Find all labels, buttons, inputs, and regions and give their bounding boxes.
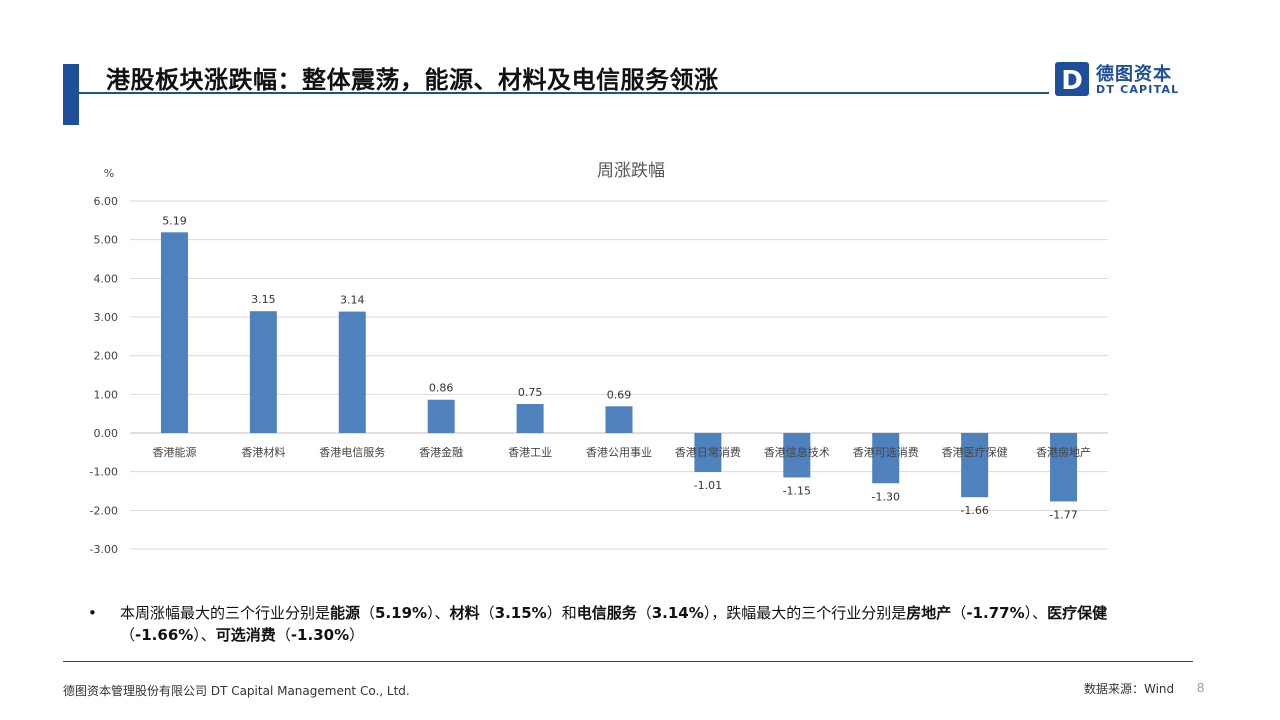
y-tick-label: 3.00 [94, 311, 119, 324]
footer-company: 德图资本管理股份有限公司 DT Capital Management Co., … [63, 684, 410, 698]
bullet-seg: （ [951, 604, 967, 622]
bar [338, 311, 366, 433]
data-label: -1.30 [871, 490, 899, 503]
bullet-bold: -1.30% [290, 626, 350, 644]
bullet-bold: -1.77% [966, 604, 1025, 622]
x-category-label: 香港电信服务 [319, 446, 385, 459]
bullet-bold: -1.66% [135, 626, 194, 644]
bullet-seg: ）、 [427, 604, 450, 622]
x-category-label: 香港房地产 [1036, 445, 1091, 459]
x-category-label: 香港信息技术 [764, 445, 830, 459]
bullet-bold: 3.14% [651, 604, 704, 622]
bar [605, 406, 633, 433]
bullet-seg: （ [636, 604, 652, 622]
bullet-seg: （ [120, 626, 136, 644]
y-tick-label: 6.00 [94, 195, 119, 208]
x-category-label: 香港可选消费 [853, 445, 919, 459]
bullet-bold: 3.15% [494, 604, 547, 622]
y-tick-label: -2.00 [90, 504, 118, 517]
bullet-bold: 材料 [449, 604, 480, 622]
bar [516, 404, 544, 433]
y-axis-unit-label: % [104, 167, 114, 180]
y-tick-label: -3.00 [90, 543, 118, 556]
bullet-seg: ） [349, 626, 365, 644]
footer-divider [63, 661, 1193, 662]
data-label: 0.86 [429, 382, 454, 395]
data-label: 3.15 [251, 293, 276, 306]
bullet-seg: ）、 [1024, 604, 1048, 622]
data-label: 0.75 [518, 386, 543, 399]
bullet-bold: 医疗保健 [1047, 604, 1108, 622]
x-category-label: 香港医疗保健 [942, 445, 1008, 459]
weekly-change-chart: 周涨跌幅% 6.00 5.00 4.00 3.00 2.00 1.00 0.00 -1.00 -2… [80, 150, 1140, 580]
bullet-bold: 房地产 [906, 604, 952, 622]
bar [961, 433, 989, 498]
x-category-label: 香港材料 [241, 445, 285, 459]
bullet-seg: （ [479, 604, 495, 622]
data-label: 3.14 [340, 294, 365, 307]
y-tick-label: 4.00 [94, 272, 119, 285]
bar [249, 311, 277, 433]
bar [872, 433, 900, 484]
bullet-seg: ），跌幅最大的三个行业分别是 [703, 604, 907, 622]
y-tick-label: 1.00 [94, 388, 119, 401]
logo-mark-letter: D [1061, 66, 1083, 96]
data-label: -1.77 [1049, 508, 1077, 521]
bullet-bold: 可选消费 [215, 626, 276, 644]
page-number: 8 [1197, 680, 1205, 695]
bullet-text: 本周涨幅最大的三个行业分别是能源（5.19%）、材料（3.15%）和电信服务（3… [120, 602, 1140, 646]
bullet-seg: 本周涨幅最大的三个行业分别是 [120, 604, 331, 622]
bar-chart-svg: 周涨跌幅% 6.00 5.00 4.00 3.00 2.00 1.00 0.00 -1.00 -2… [90, 161, 1108, 556]
x-category-label: 香港工业 [508, 446, 552, 459]
bar [160, 232, 188, 433]
bar [1050, 433, 1078, 502]
logo-d-icon: D [1055, 62, 1089, 96]
bullet-bold: 电信服务 [576, 604, 637, 622]
x-category-label: 香港公用事业 [586, 446, 652, 459]
footer-source: 数据来源：Wind [1084, 682, 1175, 696]
bullet-bold: 能源 [330, 604, 361, 622]
data-label: -1.66 [960, 504, 988, 517]
y-tick-label: -1.00 [90, 466, 118, 479]
x-category-label: 香港日常消费 [675, 445, 741, 459]
bullet-seg: （ [275, 626, 291, 644]
bullet-seg: （ [360, 604, 376, 622]
bullet-bold: 5.19% [375, 604, 428, 622]
data-label: -1.15 [783, 484, 811, 497]
data-label: -1.01 [694, 479, 722, 492]
bar [783, 433, 811, 478]
x-category-label: 香港金融 [419, 445, 463, 459]
bullet-seg: ）和 [546, 604, 577, 622]
title-underline [79, 92, 1049, 94]
y-tick-label: 5.00 [94, 234, 119, 247]
logo-chinese-name: 德图资本 [1096, 64, 1172, 85]
data-label: 0.69 [607, 388, 632, 401]
x-category-label: 香港能源 [152, 445, 196, 459]
bullet-seg: ）、 [193, 626, 216, 644]
logo-english-name: DT CAPITAL [1096, 83, 1180, 96]
y-tick-label: 0.00 [94, 427, 119, 440]
data-label: 5.19 [162, 214, 187, 227]
page-title: 港股板块涨跌幅：整体震荡，能源、材料及电信服务领涨 [106, 66, 719, 94]
bar [427, 399, 455, 433]
bullet-marker: • [88, 604, 97, 622]
title-accent-bar [63, 64, 79, 125]
chart-title: 周涨跌幅 [597, 161, 665, 181]
bar [694, 433, 722, 473]
y-tick-label: 2.00 [94, 350, 119, 363]
